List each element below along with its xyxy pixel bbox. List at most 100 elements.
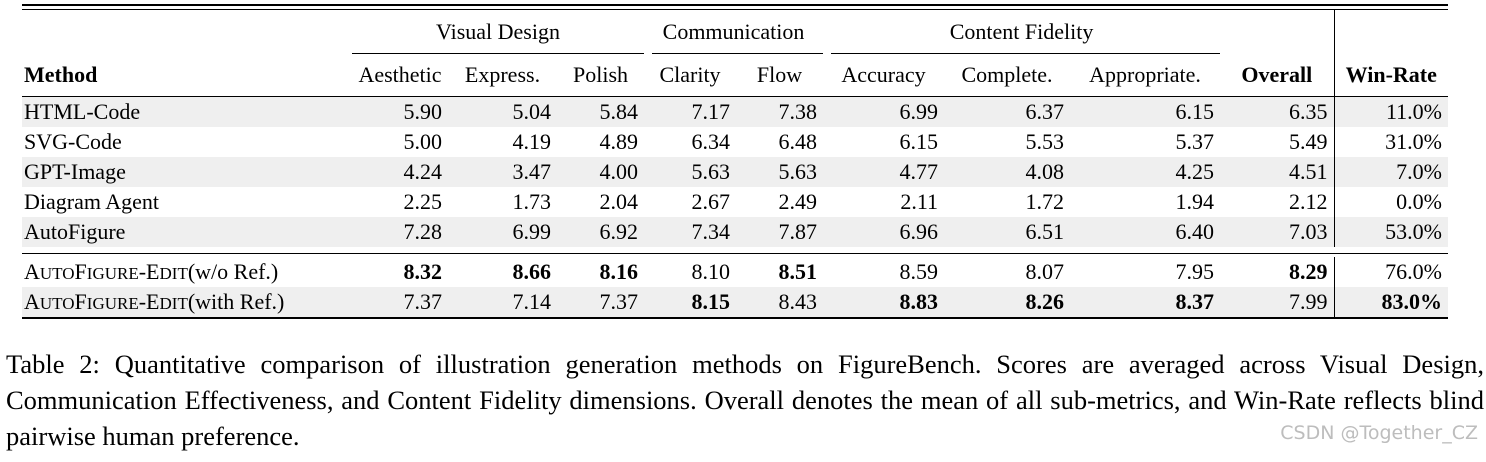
score-cell: 7.17: [644, 97, 736, 127]
method-name-part: F: [74, 259, 87, 284]
score-cell: 6.99: [823, 97, 944, 127]
score-cell: 7.14: [448, 287, 557, 317]
score-cell: 7.0%: [1333, 157, 1448, 187]
method-name-part: IGURE: [86, 264, 139, 283]
method-name-part: IGURE: [86, 294, 139, 313]
score-cell: 8.51: [778, 259, 818, 284]
col-clarity: Clarity: [659, 62, 721, 87]
group-label: Visual Design: [436, 19, 560, 44]
score-cell: 5.49: [1289, 129, 1328, 154]
score-cell: 7.87: [736, 217, 823, 247]
score-cell: 4.25: [1070, 157, 1220, 187]
method-name-part: -E: [138, 289, 160, 314]
section-rule: [22, 253, 1448, 254]
column-header-row: Method Aesthetic Express. Polish Clarity…: [22, 54, 1449, 96]
score-cell: 4.24: [352, 157, 448, 187]
score-cell: 5.90: [352, 97, 448, 127]
score-cell: 5.04: [448, 97, 557, 127]
score-cell: 5.63: [644, 157, 736, 187]
score-cell: 1.72: [1025, 189, 1065, 214]
score-cell: 7.28: [352, 217, 448, 247]
group-communication: Communication: [644, 10, 824, 54]
score-cell: 8.15: [644, 287, 736, 317]
score-cell: 7.37: [352, 287, 448, 317]
group-label: Communication: [662, 19, 805, 44]
score-cell: 7.38: [736, 97, 823, 127]
score-cell: 7.03: [1220, 217, 1334, 247]
score-cell: 2.67: [691, 189, 731, 214]
baseline-rows: HTML-Code 5.90 5.04 5.84 7.17 7.38 6.99 6.37 6.1…: [22, 97, 1448, 247]
score-cell: 6.96: [823, 217, 944, 247]
score-cell: 7.37: [557, 287, 644, 317]
method-name-part: UTO: [39, 264, 75, 283]
score-cell: 5.84: [557, 97, 644, 127]
method-name-part: -E: [138, 259, 160, 284]
method-name-part: (with Ref.): [187, 289, 285, 314]
score-cell: 0.0%: [1333, 187, 1448, 217]
header-rule: [22, 96, 1448, 97]
score-cell: 76.0%: [1333, 257, 1448, 287]
method-cell: Diagram Agent: [24, 189, 160, 214]
score-cell: 8.59: [899, 259, 939, 284]
score-cell: 6.15: [899, 129, 939, 154]
score-cell: 5.53: [1025, 129, 1065, 154]
method-name-part: A: [24, 259, 40, 284]
col-method: Method: [24, 62, 98, 87]
col-aesthetic: Aesthetic: [358, 62, 442, 87]
results-table: Visual Design Communication Content Fide…: [22, 4, 1449, 319]
score-cell: 4.19: [512, 129, 552, 154]
score-cell: 2.04: [599, 189, 639, 214]
table-row: Diagram Agent 2.25 1.73 2.04 2.67 2.49 2.11 1.7…: [22, 187, 1448, 217]
score-cell: 8.07: [1025, 259, 1065, 284]
score-cell: 5.37: [1175, 129, 1215, 154]
score-cell: 7.34: [644, 217, 736, 247]
col-express: Express.: [464, 62, 541, 87]
top-rule: [22, 4, 1448, 10]
score-cell: 4.00: [557, 157, 644, 187]
score-cell: 8.32: [403, 259, 443, 284]
method-cell: SVG-Code: [24, 129, 122, 154]
score-cell: 5.00: [403, 129, 443, 154]
score-cell: 2.25: [403, 189, 443, 214]
score-cell: 2.11: [900, 189, 938, 214]
table-body: Visual Design Communication Content Fide…: [22, 10, 1449, 96]
score-cell: 7.99: [1220, 287, 1334, 317]
method-name-part: DIT: [159, 294, 188, 313]
method-name-part: DIT: [159, 264, 188, 283]
score-cell: 31.0%: [1333, 127, 1448, 157]
score-cell: 83.0%: [1333, 287, 1448, 317]
col-accuracy: Accuracy: [841, 62, 926, 87]
bottom-rule: [22, 317, 1448, 319]
score-cell: 6.40: [1070, 217, 1220, 247]
score-cell: 2.12: [1289, 189, 1328, 214]
score-cell: 6.92: [557, 217, 644, 247]
col-appropriate: Appropriate.: [1089, 62, 1201, 87]
score-cell: 6.35: [1220, 97, 1334, 127]
score-cell: 4.51: [1220, 157, 1334, 187]
group-header-row: Visual Design Communication Content Fide…: [22, 10, 1449, 54]
score-cell: 4.08: [944, 157, 1070, 187]
score-cell: 5.63: [736, 157, 823, 187]
score-cell: 7.95: [1175, 259, 1215, 284]
table-row: GPT-Image 4.24 3.47 4.00 5.63 5.63 4.77 4.08 4.2…: [22, 157, 1448, 187]
score-cell: 8.29: [1289, 259, 1328, 284]
table-row: AutoFigure 7.28 6.99 6.92 7.34 7.87 6.96 6.51 6.…: [22, 217, 1448, 247]
method-cell: AUTOFIGURE-EDIT(with Ref.): [22, 287, 352, 317]
score-cell: 6.48: [778, 129, 818, 154]
col-winrate: Win-Rate: [1333, 54, 1449, 96]
table-row: HTML-Code 5.90 5.04 5.84 7.17 7.38 6.99 6.37 6.1…: [22, 97, 1448, 127]
method-cell: GPT-Image: [22, 157, 352, 187]
score-cell: 6.34: [691, 129, 731, 154]
watermark: CSDN @Together_CZ: [1280, 422, 1478, 444]
method-name-part: (w/o Ref.): [187, 259, 279, 284]
col-flow: Flow: [756, 62, 803, 87]
score-cell: 8.26: [944, 287, 1070, 317]
score-cell: 11.0%: [1333, 97, 1448, 127]
col-overall: Overall: [1241, 62, 1313, 87]
method-name-part: UTO: [39, 294, 75, 313]
score-cell: 8.66: [512, 259, 552, 284]
score-cell: 8.16: [599, 259, 639, 284]
score-cell: 4.89: [599, 129, 639, 154]
method-name-part: A: [24, 289, 40, 314]
score-cell: 4.77: [823, 157, 944, 187]
